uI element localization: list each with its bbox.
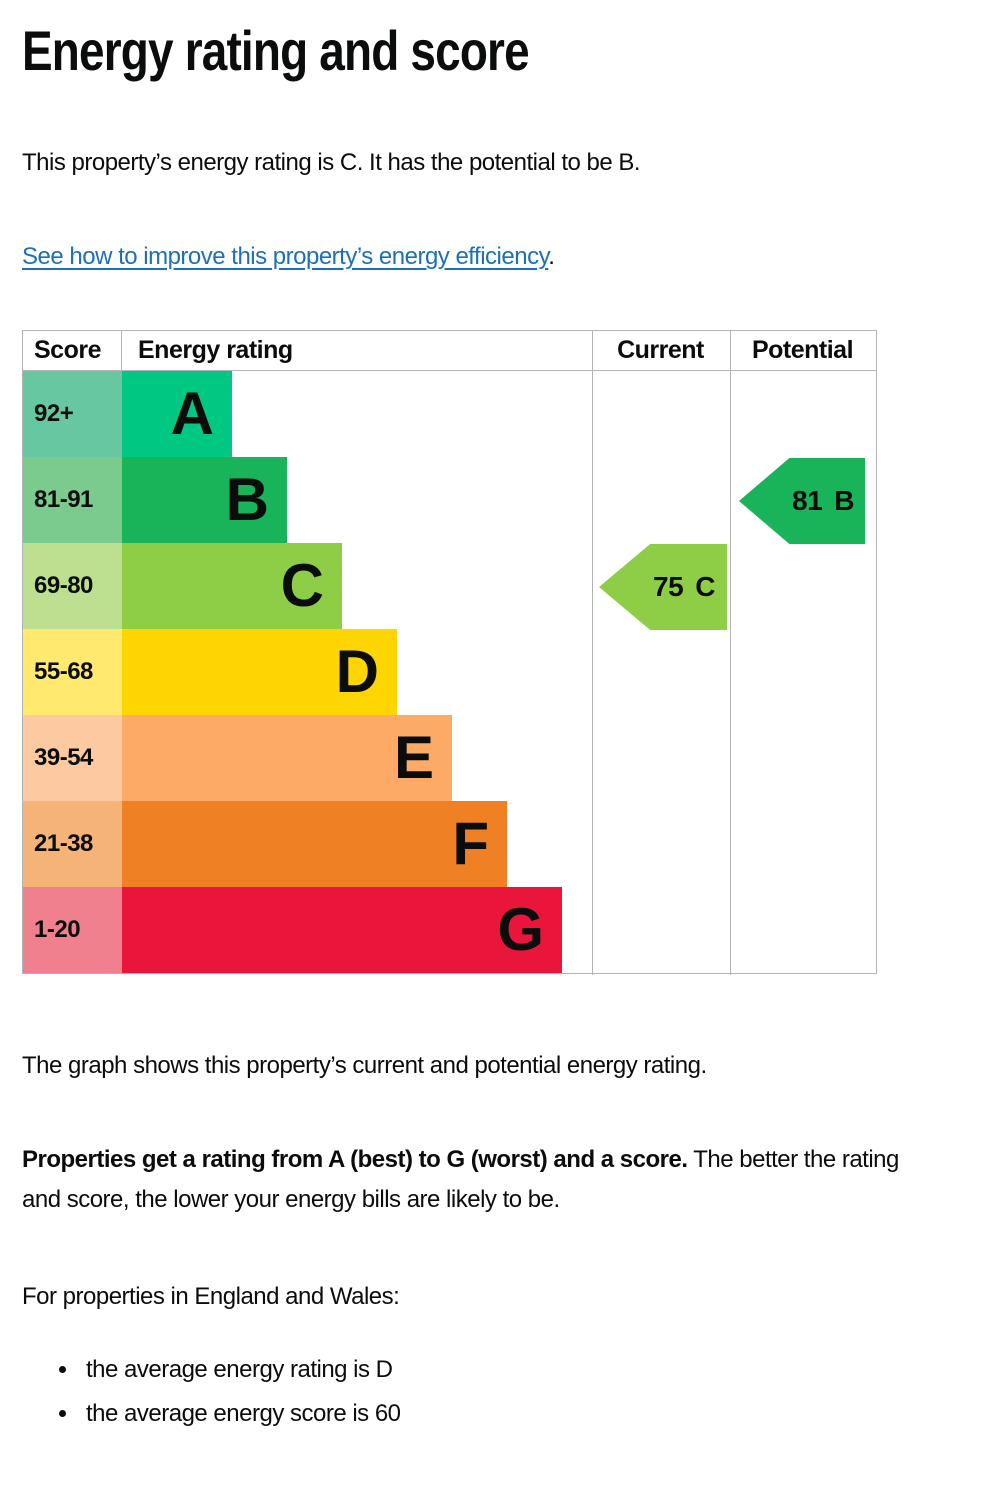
chart-body: 92+ A 81-91 B 69-80 C 55-68 D 39-54 E 21-38 F 1-20 G xyxy=(23,371,876,973)
band-letter-f: F xyxy=(452,810,489,877)
rating-bar-d: D xyxy=(122,629,397,715)
link-suffix: . xyxy=(548,243,555,270)
band-row-f: 21-38 F xyxy=(23,801,876,887)
current-rating-arrow-value: 75 xyxy=(653,571,684,602)
improve-link-line: See how to improve this property’s energ… xyxy=(22,237,555,277)
band-letter-a: A xyxy=(170,380,214,447)
chart-header-score: Score xyxy=(23,331,122,370)
rating-explanation: Properties get a rating from A (best) to… xyxy=(22,1140,922,1220)
score-cell-e: 39-54 xyxy=(23,715,122,801)
region-heading: For properties in England and Wales: xyxy=(22,1283,400,1310)
band-row-e: 39-54 E xyxy=(23,715,876,801)
score-cell-g: 1-20 xyxy=(23,887,122,973)
rating-bar-a: A xyxy=(122,371,232,457)
score-cell-a: 92+ xyxy=(23,371,122,457)
score-cell-c: 69-80 xyxy=(23,543,122,629)
rating-bar-f: F xyxy=(122,801,507,887)
band-letter-d: D xyxy=(335,638,379,705)
rating-explanation-rest: The better the rating and score, the low… xyxy=(22,1146,899,1213)
band-row-g: 1-20 G xyxy=(23,887,876,973)
rating-bar-g: G xyxy=(122,887,562,973)
chart-header-row: Score Energy rating Current Potential xyxy=(23,331,876,371)
energy-rating-chart: Score Energy rating Current Potential 92… xyxy=(22,330,877,975)
chart-header-current: Current xyxy=(617,336,704,364)
rating-bar-c: C xyxy=(122,543,342,629)
chart-header-rating: Energy rating xyxy=(138,336,293,364)
band-letter-e: E xyxy=(393,724,434,791)
current-rating-arrow-letter: C xyxy=(695,571,715,602)
band-letter-g: G xyxy=(497,896,544,963)
rating-explanation-bold: Properties get a rating from A (best) to… xyxy=(22,1146,688,1173)
score-cell-b: 81-91 xyxy=(23,457,122,543)
band-row-c: 69-80 C xyxy=(23,543,876,629)
potential-rating-arrow-letter: B xyxy=(834,485,854,516)
band-row-a: 92+ A xyxy=(23,371,876,457)
page-title: Energy rating and score xyxy=(22,19,530,82)
potential-rating-arrow-value: 81 xyxy=(792,485,823,516)
rating-bar-e: E xyxy=(122,715,452,801)
column-divider-current xyxy=(592,331,593,975)
band-letter-c: C xyxy=(280,552,324,619)
band-letter-b: B xyxy=(225,466,269,533)
improve-efficiency-link[interactable]: See how to improve this property’s energ… xyxy=(22,243,549,270)
band-row-d: 55-68 D xyxy=(23,629,876,715)
band-row-b: 81-91 B xyxy=(23,457,876,543)
list-item-average-rating: the average energy rating is D xyxy=(80,1348,401,1392)
rating-bar-b: B xyxy=(122,457,287,543)
column-divider-potential xyxy=(730,331,731,975)
intro-text: This property’s energy rating is C. It h… xyxy=(22,149,641,176)
caption-text: The graph shows this property’s current … xyxy=(22,1052,707,1079)
averages-list: the average energy rating is D the avera… xyxy=(52,1348,401,1436)
list-item-average-score: the average energy score is 60 xyxy=(80,1392,401,1436)
score-cell-f: 21-38 xyxy=(23,801,122,887)
chart-header-potential: Potential xyxy=(751,336,854,364)
score-cell-d: 55-68 xyxy=(23,629,122,715)
